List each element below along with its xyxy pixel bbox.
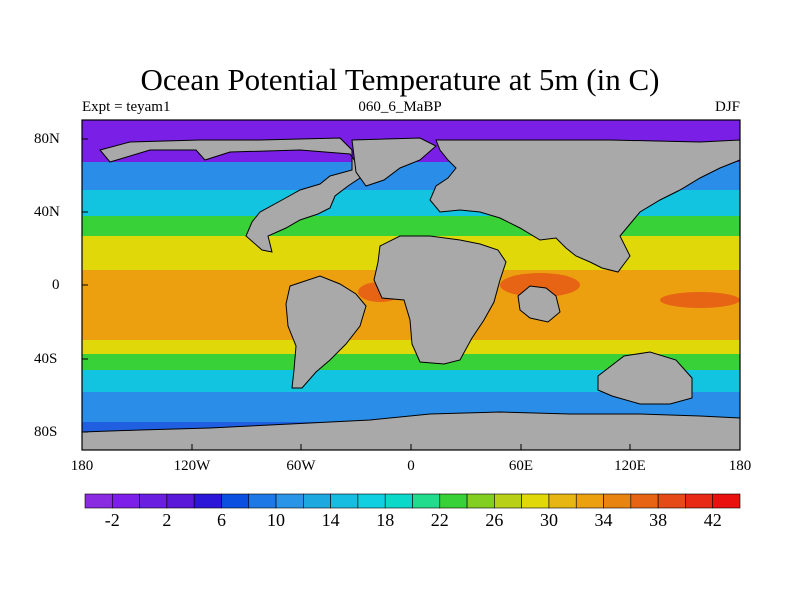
colorbar-tick-label: 2 xyxy=(162,510,172,530)
colorbar-tick-label: 10 xyxy=(267,510,286,530)
colorbar-swatch xyxy=(603,493,632,509)
colorbar-tick-label: 42 xyxy=(703,510,722,530)
experiment-label: Expt = teyam1 xyxy=(82,99,171,115)
landmass-north-america xyxy=(99,137,361,253)
colorbar-swatch xyxy=(193,493,222,509)
ocean-band-north-mild xyxy=(82,216,740,236)
colorbar-swatch xyxy=(630,493,659,509)
colorbar-tick-label: 38 xyxy=(649,510,668,530)
colorbar-swatch xyxy=(221,493,250,509)
colorbar-tick-label: 26 xyxy=(485,510,504,530)
colorbar-swatch xyxy=(521,493,550,509)
time-label: 060_6_MaBP xyxy=(358,99,442,115)
colorbar-swatch xyxy=(357,493,386,509)
ocean-hotspot-indian xyxy=(500,273,580,297)
season-label: DJF xyxy=(714,99,740,115)
colorbar-swatch xyxy=(685,493,714,509)
colorbar-tick-label: 6 xyxy=(216,510,226,530)
landmass-south-america xyxy=(285,275,367,389)
lon-tick-marks xyxy=(81,444,741,450)
landmass-eurasia xyxy=(429,139,741,273)
colorbar-swatch xyxy=(139,493,168,509)
land-masses xyxy=(81,137,741,451)
lon-label-180e: 180 xyxy=(728,458,752,474)
lat-label-80n: 80N xyxy=(34,131,60,147)
colorbar-tick-label: 18 xyxy=(376,510,395,530)
lat-label-40n: 40N xyxy=(34,204,60,220)
colorbar-swatch xyxy=(248,493,277,509)
lat-label-80s: 80S xyxy=(34,424,58,440)
colorbar-swatch xyxy=(466,493,495,509)
ocean-band-south-warm xyxy=(82,340,740,354)
ocean-hotspot-pacific xyxy=(660,292,740,308)
colorbar-swatch xyxy=(494,493,522,509)
ocean-band-south-mild xyxy=(82,354,740,370)
plot-title: Ocean Potential Temperature at 5m (in C) xyxy=(140,62,660,97)
colorbar xyxy=(84,493,741,509)
landmass-africa xyxy=(373,235,507,365)
ocean-band-south-cool xyxy=(82,370,740,392)
colorbar-swatch xyxy=(384,493,413,509)
colorbar-tick-label: 34 xyxy=(594,510,613,530)
lat-label-40s: 40S xyxy=(34,351,58,367)
lon-label-120w: 120W xyxy=(173,458,211,474)
lat-tick-marks xyxy=(82,138,88,433)
lon-label-0: 0 xyxy=(407,458,415,474)
colorbar-swatch xyxy=(84,493,113,509)
landmass-australia xyxy=(597,351,693,405)
colorbar-tick-label: 22 xyxy=(430,510,449,530)
colorbar-swatch xyxy=(412,493,441,509)
colorbar-tick-label: 14 xyxy=(321,510,340,530)
lon-label-60e: 60E xyxy=(508,458,534,474)
colorbar-swatch xyxy=(439,493,468,509)
colorbar-swatch xyxy=(548,493,577,509)
colorbar-swatch xyxy=(657,493,686,509)
lon-label-120e: 120E xyxy=(614,458,646,474)
landmass-south-asia-islands xyxy=(517,285,561,323)
lon-label-180w: 180 xyxy=(70,458,94,474)
colorbar-swatch xyxy=(330,493,359,509)
colorbar-tick-label: -2 xyxy=(104,510,120,530)
landmass-greenland xyxy=(351,137,437,187)
colorbar-tick-label: 30 xyxy=(539,510,558,530)
colorbar-swatch xyxy=(166,493,195,509)
colorbar-swatch xyxy=(712,493,741,509)
colorbar-swatch xyxy=(575,493,604,509)
lat-label-0: 0 xyxy=(52,277,60,293)
lon-label-60w: 60W xyxy=(286,458,316,474)
colorbar-swatch xyxy=(275,493,304,509)
colorbar-swatch xyxy=(111,493,140,509)
colorbar-swatch xyxy=(303,493,331,509)
